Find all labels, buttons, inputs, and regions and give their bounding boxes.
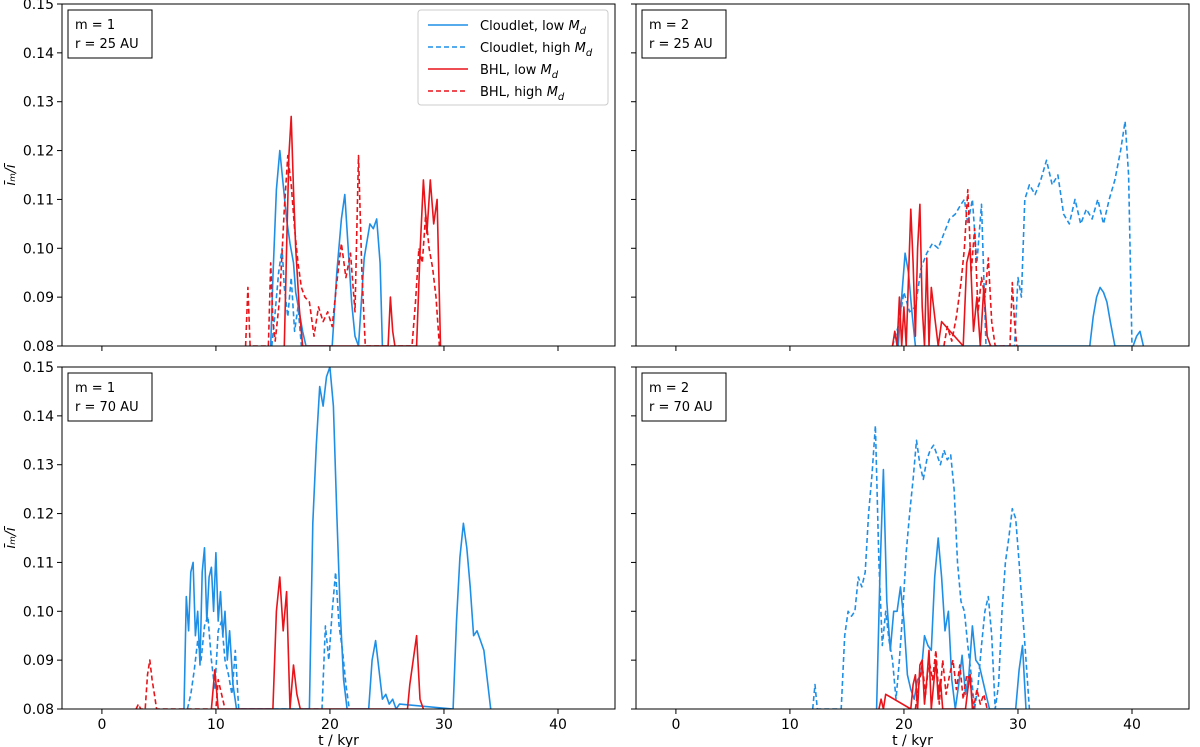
y-tick-label: 0.10 bbox=[23, 604, 54, 620]
series-line bbox=[914, 649, 988, 709]
chart-panel: 0 10 20 30 40 0.08 0.09 0.10 0.11 0.12 0.13 0.14 0.1… bbox=[3, 360, 616, 747]
panel-label: m = 1 bbox=[75, 381, 115, 396]
legend-label: BHL, low Md bbox=[480, 63, 559, 81]
x-tick-label: 10 bbox=[781, 717, 799, 733]
panel-label-box bbox=[641, 9, 727, 59]
y-tick-label: 0.12 bbox=[23, 507, 54, 523]
x-tick-label: 20 bbox=[895, 717, 913, 733]
x-tick-label: 20 bbox=[321, 717, 339, 733]
series-line bbox=[269, 149, 384, 346]
y-tick-label: 0.08 bbox=[23, 339, 54, 355]
panel-label-box bbox=[67, 372, 153, 422]
y-tick-label: 0.13 bbox=[23, 458, 54, 474]
y-tick-label: 0.13 bbox=[23, 95, 54, 111]
panel-label-box bbox=[641, 372, 727, 422]
series-line bbox=[210, 576, 425, 709]
x-axis-label: t / kyr bbox=[318, 733, 359, 747]
x-tick-label: 10 bbox=[207, 717, 225, 733]
series-line bbox=[811, 424, 1031, 709]
legend-label: Cloudlet, low Md bbox=[480, 19, 587, 37]
series-line bbox=[891, 203, 992, 346]
plot-frame bbox=[635, 3, 1190, 347]
y-tick-label: 0.11 bbox=[23, 192, 54, 208]
y-tick-label: 0.15 bbox=[23, 0, 54, 13]
x-tick-label: 0 bbox=[671, 717, 680, 733]
chart-panel: 0.08 0.09 0.10 0.11 0.12 0.13 0.14 0.15 īₘ/ī m = … bbox=[3, 0, 616, 355]
panel-label: m = 2 bbox=[649, 381, 689, 396]
y-tick-label: 0.08 bbox=[23, 702, 54, 718]
plot-frame bbox=[635, 366, 1190, 710]
series-line bbox=[135, 659, 226, 709]
panel-label: m = 1 bbox=[75, 18, 115, 33]
x-tick-label: 40 bbox=[1123, 717, 1141, 733]
y-tick-label: 0.09 bbox=[23, 653, 54, 669]
series-line bbox=[186, 571, 351, 709]
chart-panel: 0 10 20 30 40 t / kyr m = 2 r = 70 AU bbox=[631, 366, 1190, 747]
series-line bbox=[244, 154, 441, 346]
y-tick-label: 0.11 bbox=[23, 555, 54, 571]
series-line bbox=[283, 115, 442, 346]
x-tick-label: 40 bbox=[549, 717, 567, 733]
y-tick-label: 0.14 bbox=[23, 46, 54, 62]
y-tick-label: 0.15 bbox=[23, 360, 54, 376]
legend: Cloudlet, low Md Cloudlet, high Md BHL, lo… bbox=[417, 9, 609, 106]
plot-frame bbox=[61, 3, 616, 347]
y-tick-label: 0.14 bbox=[23, 409, 54, 425]
x-axis-label: t / kyr bbox=[892, 733, 933, 747]
legend-label: BHL, high Md bbox=[480, 85, 565, 103]
panel-label: r = 70 AU bbox=[649, 400, 713, 415]
y-tick-label: 0.09 bbox=[23, 290, 54, 306]
y-axis-label: īₘ/ī bbox=[3, 162, 19, 185]
panel-label-box bbox=[67, 9, 153, 59]
x-tick-label: 30 bbox=[1009, 717, 1027, 733]
series-line bbox=[891, 120, 1133, 346]
y-tick-label: 0.10 bbox=[23, 241, 54, 257]
series-line bbox=[875, 468, 1027, 709]
panel-label: m = 2 bbox=[649, 18, 689, 33]
y-axis-label: īₘ/ī bbox=[3, 525, 19, 548]
series-line bbox=[183, 367, 492, 709]
x-tick-label: 30 bbox=[435, 717, 453, 733]
x-tick-label: 0 bbox=[97, 717, 106, 733]
series-line bbox=[943, 188, 1018, 346]
legend-frame bbox=[417, 9, 609, 106]
panel-label: r = 25 AU bbox=[75, 37, 139, 52]
chart-panel: m = 2 r = 25 AU bbox=[631, 3, 1190, 351]
plot-frame bbox=[61, 366, 616, 710]
legend-label: Cloudlet, high Md bbox=[480, 41, 593, 59]
series-line bbox=[897, 252, 1145, 346]
y-tick-label: 0.12 bbox=[23, 144, 54, 160]
panel-label: r = 70 AU bbox=[75, 400, 139, 415]
panel-label: r = 25 AU bbox=[649, 37, 713, 52]
